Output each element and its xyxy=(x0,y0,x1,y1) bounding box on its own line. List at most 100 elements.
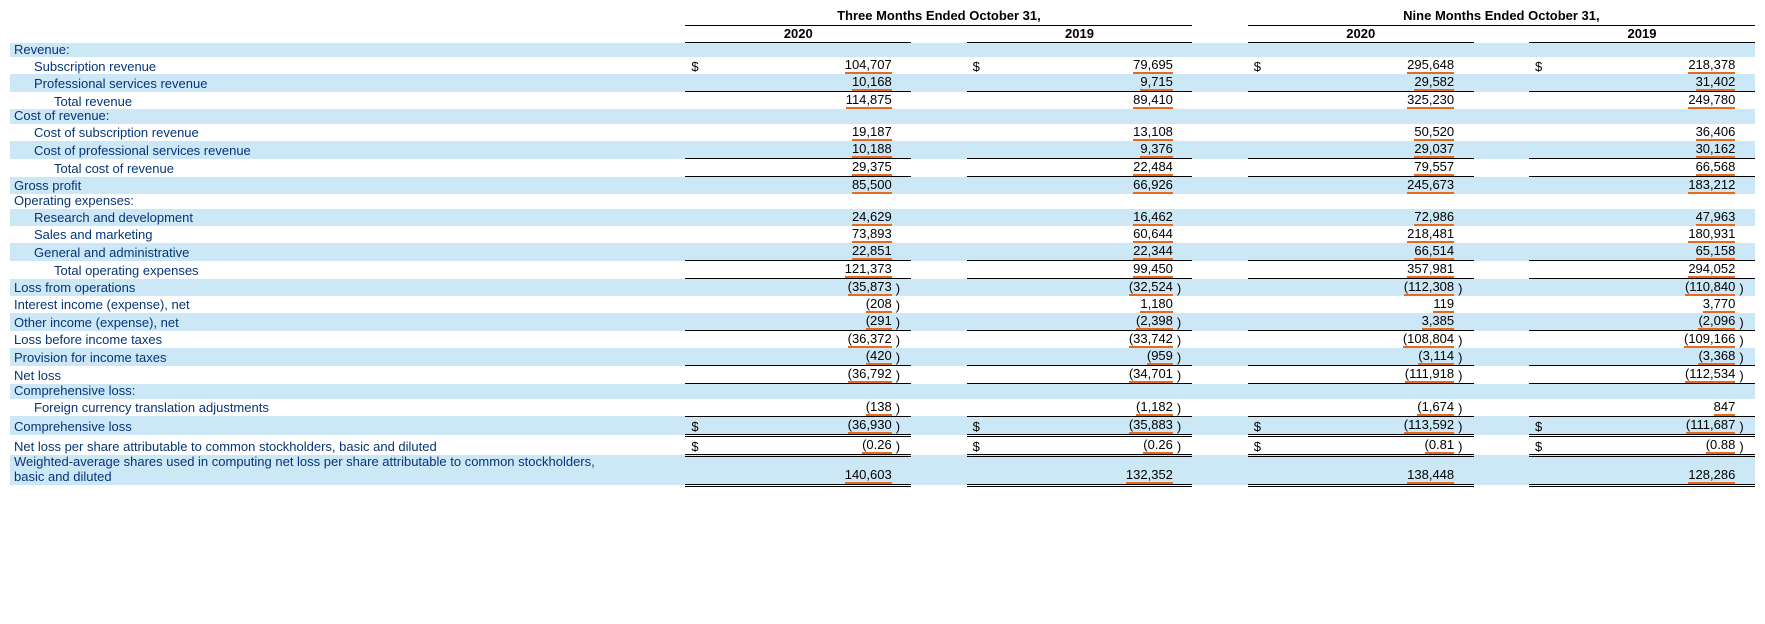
currency-symbol xyxy=(1248,348,1281,366)
row-label: Professional services revenue xyxy=(10,74,608,92)
row-comp-loss-hdr: Comprehensive loss: xyxy=(10,384,1755,399)
income-statement-table: Three Months Ended October 31, Nine Mont… xyxy=(10,8,1755,487)
col-year-3: 2020 xyxy=(1248,26,1474,43)
currency-symbol xyxy=(967,159,1000,177)
cell-value: 30,162 xyxy=(1696,141,1736,158)
currency-symbol xyxy=(1248,243,1281,261)
currency-symbol xyxy=(685,348,718,366)
cell-value: (0.26 xyxy=(862,437,892,454)
cell-value: (0.81 xyxy=(1425,437,1455,454)
cell-value: 85,500 xyxy=(852,177,892,194)
cell-value: 16,462 xyxy=(1133,209,1173,226)
currency-symbol: $ xyxy=(685,435,718,455)
currency-symbol xyxy=(1248,226,1281,243)
col-year-1: 2020 xyxy=(685,26,911,43)
cell-value: (3,114 xyxy=(1418,348,1454,365)
cell-value: (108,804 xyxy=(1403,331,1454,348)
cell-value: 29,375 xyxy=(852,159,892,176)
cell-value: 99,450 xyxy=(1133,261,1173,278)
currency-symbol xyxy=(1529,124,1562,141)
row-tax: Provision for income taxes(420)(959)(3,1… xyxy=(10,348,1755,366)
cell-value: 66,926 xyxy=(1133,177,1173,194)
row-label: Cost of subscription revenue xyxy=(10,124,608,141)
currency-symbol xyxy=(685,141,718,159)
currency-symbol: $ xyxy=(967,416,1000,435)
cell-value: 60,644 xyxy=(1133,226,1173,243)
cell-value: 3,770 xyxy=(1703,296,1736,313)
row-label: Provision for income taxes xyxy=(10,348,608,366)
currency-symbol xyxy=(685,313,718,331)
cell-value: (35,883 xyxy=(1129,417,1173,434)
currency-symbol xyxy=(1248,399,1281,417)
table-header: Three Months Ended October 31, Nine Mont… xyxy=(10,8,1755,43)
currency-symbol xyxy=(685,92,718,110)
currency-symbol xyxy=(1529,348,1562,366)
cell-value: 218,378 xyxy=(1688,57,1735,74)
currency-symbol xyxy=(685,243,718,261)
cell-value: (0.26 xyxy=(1143,437,1173,454)
currency-symbol xyxy=(1529,261,1562,279)
cell-value: (111,918 xyxy=(1405,366,1454,383)
row-label: Net loss xyxy=(10,366,608,384)
currency-symbol xyxy=(1248,261,1281,279)
currency-symbol xyxy=(967,261,1000,279)
currency-symbol xyxy=(967,313,1000,331)
period-group-1: Three Months Ended October 31, xyxy=(685,8,1192,26)
cell-value: 79,695 xyxy=(1133,57,1173,74)
cell-value: 13,108 xyxy=(1133,124,1173,141)
col-year-4: 2019 xyxy=(1529,26,1755,43)
row-label: Loss from operations xyxy=(10,279,608,297)
row-ga: General and administrative22,85122,34466… xyxy=(10,243,1755,261)
currency-symbol xyxy=(1248,177,1281,195)
currency-symbol: $ xyxy=(967,435,1000,455)
row-label: Net loss per share attributable to commo… xyxy=(10,435,608,455)
currency-symbol xyxy=(1529,296,1562,313)
currency-symbol xyxy=(967,296,1000,313)
period-group-2: Nine Months Ended October 31, xyxy=(1248,8,1755,26)
cell-value: (33,742 xyxy=(1129,331,1173,348)
currency-symbol xyxy=(685,399,718,417)
currency-symbol: $ xyxy=(685,57,718,74)
row-label: Revenue: xyxy=(10,43,608,58)
cell-value: (112,534 xyxy=(1685,366,1735,383)
currency-symbol xyxy=(967,399,1000,417)
currency-symbol xyxy=(967,279,1000,297)
currency-symbol: $ xyxy=(1529,435,1562,455)
row-label: Gross profit xyxy=(10,177,608,195)
cell-value: (36,372 xyxy=(848,331,892,348)
row-int-inc: Interest income (expense), net(208)1,180… xyxy=(10,296,1755,313)
cell-value: 3,385 xyxy=(1422,313,1455,330)
cell-value: (959 xyxy=(1147,348,1173,365)
currency-symbol xyxy=(1248,455,1281,485)
currency-symbol xyxy=(1248,141,1281,159)
cell-value: 50,520 xyxy=(1414,124,1454,141)
cell-value: (1,182 xyxy=(1136,399,1173,416)
cell-value: 89,410 xyxy=(1133,92,1173,109)
currency-symbol: $ xyxy=(685,416,718,435)
row-gross-profit: Gross profit85,50066,926245,673183,212 xyxy=(10,177,1755,195)
row-comp-loss: Comprehensive loss$(36,930)$(35,883)$(11… xyxy=(10,416,1755,435)
row-rnd: Research and development24,62916,46272,9… xyxy=(10,209,1755,226)
currency-symbol xyxy=(1529,243,1562,261)
currency-symbol xyxy=(685,209,718,226)
cell-value: 72,986 xyxy=(1414,209,1454,226)
currency-symbol: $ xyxy=(1529,416,1562,435)
currency-symbol xyxy=(1248,313,1281,331)
row-net-loss: Net loss(36,792)(34,701)(111,918)(112,53… xyxy=(10,366,1755,384)
cell-value: 22,484 xyxy=(1133,159,1173,176)
currency-symbol xyxy=(1529,313,1562,331)
currency-symbol xyxy=(967,366,1000,384)
currency-symbol xyxy=(967,455,1000,485)
cell-value: 66,568 xyxy=(1696,159,1736,176)
cell-value: (1,674 xyxy=(1417,399,1454,416)
cell-value: (113,592 xyxy=(1404,417,1454,434)
cell-value: 10,188 xyxy=(852,141,892,158)
cell-value: (138 xyxy=(866,399,892,416)
cell-value: 19,187 xyxy=(852,124,892,141)
cell-value: 79,557 xyxy=(1414,159,1454,176)
row-label: Other income (expense), net xyxy=(10,313,608,331)
currency-symbol xyxy=(967,141,1000,159)
currency-symbol xyxy=(967,348,1000,366)
row-label: Comprehensive loss xyxy=(10,416,608,435)
cell-value: 47,963 xyxy=(1696,209,1736,226)
